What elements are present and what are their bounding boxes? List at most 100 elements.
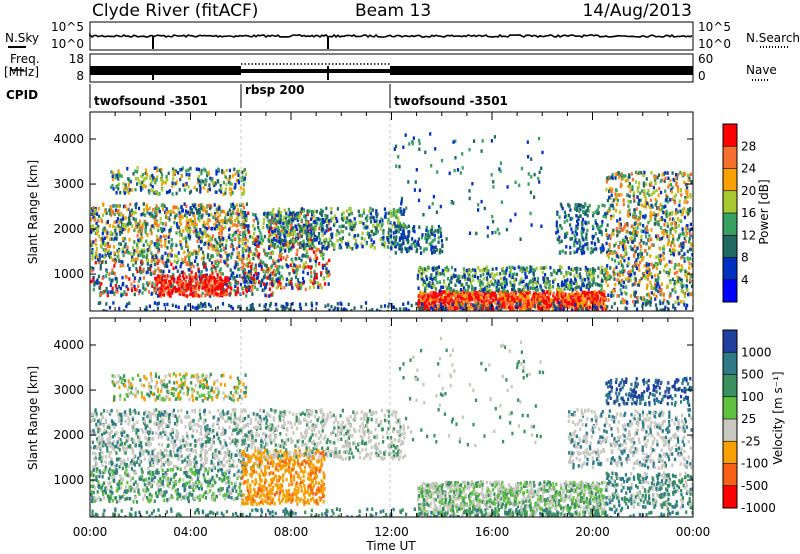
range-gate-cell [550, 303, 553, 307]
range-gate-cell [591, 250, 594, 254]
range-gate-cell [338, 224, 341, 229]
range-gate-cell [579, 243, 582, 248]
range-gate-cell [164, 239, 167, 244]
range-gate-cell [449, 286, 452, 291]
range-gate-cell [600, 265, 603, 270]
range-gate-cell [200, 239, 204, 243]
range-gate-cell [228, 168, 231, 173]
range-gate-cell [106, 293, 109, 298]
range-gate-cell [224, 191, 227, 195]
range-gate-cell [168, 189, 172, 193]
range-gate-cell [131, 224, 134, 228]
range-gate-cell [199, 181, 202, 185]
range-gate-cell [139, 270, 142, 275]
range-gate-cell [555, 224, 558, 228]
range-gate-cell [366, 231, 369, 235]
range-gate-cell [406, 237, 409, 241]
range-gate-cell [132, 211, 136, 215]
range-gate-cell [486, 281, 489, 286]
range-gate-cell [92, 276, 95, 280]
range-gate-cell [177, 207, 180, 211]
range-gate-cell [224, 279, 228, 284]
range-gate-cell [396, 209, 399, 213]
range-gate-cell [354, 221, 357, 225]
range-gate-cell [324, 282, 327, 286]
range-gate-cell [294, 269, 297, 273]
range-gate-cell [117, 285, 120, 289]
range-gate-cell [585, 208, 588, 213]
range-gate-cell [399, 246, 402, 250]
range-gate-cell [240, 222, 243, 227]
range-gate-cell [124, 275, 127, 279]
range-gate-cell [468, 296, 471, 300]
range-gate-cell [369, 234, 372, 238]
range-gate-cell [151, 224, 154, 228]
range-gate-cell [481, 268, 484, 273]
range-gate-cell [468, 273, 471, 278]
range-gate-cell [224, 175, 228, 180]
range-gate-cell [242, 291, 245, 295]
range-gate-cell [204, 168, 207, 173]
range-gate-cell [439, 248, 442, 252]
range-gate-cell [193, 217, 196, 221]
range-gate-cell [110, 185, 113, 190]
range-gate-cell [317, 248, 320, 252]
range-gate-cell [200, 203, 203, 207]
range-gate-cell [252, 212, 255, 217]
range-gate-cell [546, 305, 549, 309]
range-gate-cell [286, 233, 289, 237]
range-gate-cell [207, 170, 210, 175]
range-gate-cell [666, 300, 669, 304]
range-gate-cell [332, 245, 335, 250]
range-gate-cell [222, 246, 226, 250]
range-gate-cell [288, 282, 291, 286]
range-gate-cell [192, 286, 195, 290]
range-gate-cell [213, 214, 217, 218]
range-gate-cell [590, 297, 593, 301]
range-gate-cell [178, 211, 181, 215]
range-gate-cell [188, 258, 191, 262]
range-gate-cell [561, 295, 564, 299]
range-gate-cell [566, 278, 569, 282]
range-gate-cell [319, 250, 322, 254]
range-gate-cell [236, 208, 239, 212]
range-gate-cell [474, 295, 478, 299]
range-gate-cell [600, 297, 603, 301]
range-gate-cell [135, 288, 138, 292]
range-gate-cell [91, 249, 94, 254]
range-gate-cell [278, 230, 281, 235]
range-gate-cell [124, 204, 127, 208]
range-gate-cell [468, 307, 471, 311]
range-gate-cell [369, 211, 372, 216]
range-gate-cell [160, 168, 163, 172]
range-gate-cell [179, 240, 182, 244]
range-gate-cell [187, 185, 190, 189]
range-gate-cell [575, 282, 578, 286]
range-gate-cell [501, 266, 504, 271]
range-gate-cell [275, 245, 278, 249]
range-gate-cell [502, 300, 505, 304]
range-gate-cell [277, 259, 280, 263]
range-gate-cell [132, 258, 135, 262]
range-gate-cell [225, 212, 228, 217]
range-gate-cell [290, 221, 293, 225]
range-gate-cell [457, 274, 460, 278]
range-gate-cell [312, 238, 315, 243]
range-gate-cell [243, 280, 246, 284]
cpid-segment-2: rbsp 200 [245, 83, 304, 97]
range-gate-cell [456, 306, 459, 310]
range-gate-cell [289, 214, 292, 219]
range-gate-cell [187, 262, 190, 267]
range-gate-cell [259, 231, 262, 235]
range-gate-cell [126, 263, 130, 268]
range-gate-cell [237, 212, 240, 217]
range-gate-cell [130, 288, 134, 293]
range-gate-cell [478, 268, 482, 273]
range-gate-cell [224, 260, 227, 265]
range-gate-cell [216, 246, 219, 251]
range-gate-cell [126, 167, 129, 171]
range-gate-cell [244, 284, 247, 288]
range-gate-cell [442, 290, 445, 294]
range-gate-cell [111, 278, 114, 282]
range-gate-cell [236, 228, 240, 233]
